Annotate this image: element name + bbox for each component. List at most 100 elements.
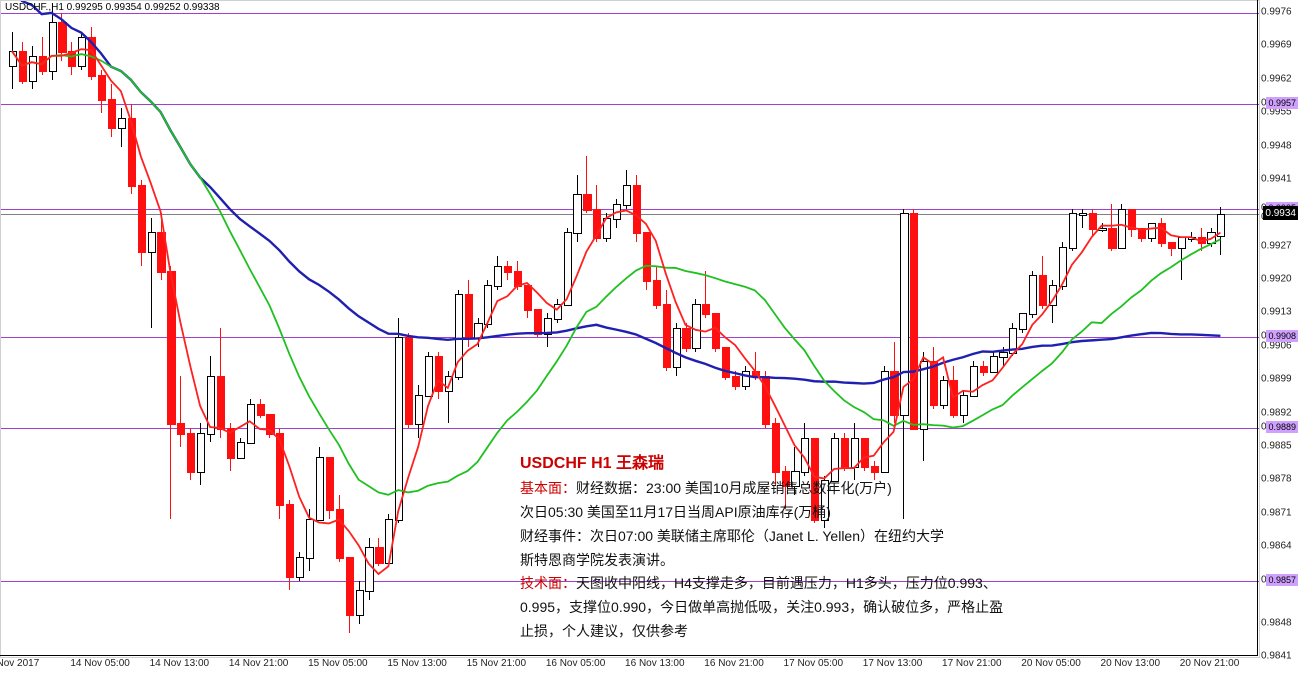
- price-level-line[interactable]: [1, 337, 1259, 338]
- candle-body[interactable]: [900, 213, 908, 415]
- candle-body[interactable]: [940, 380, 948, 406]
- candle-body[interactable]: [980, 366, 988, 373]
- candle-body[interactable]: [1178, 237, 1186, 249]
- candle-body[interactable]: [920, 361, 928, 430]
- candle-body[interactable]: [682, 328, 690, 349]
- candle-body[interactable]: [1128, 209, 1136, 230]
- candle-body[interactable]: [227, 428, 235, 459]
- candle-body[interactable]: [573, 194, 581, 234]
- candle-body[interactable]: [375, 547, 383, 563]
- candle-body[interactable]: [1029, 275, 1037, 315]
- candle-body[interactable]: [524, 285, 532, 311]
- candle-body[interactable]: [346, 557, 354, 616]
- candle-body[interactable]: [1039, 275, 1047, 306]
- candle-body[interactable]: [1098, 228, 1106, 231]
- candle-body[interactable]: [98, 75, 106, 101]
- candle-body[interactable]: [88, 37, 96, 77]
- candle-body[interactable]: [712, 313, 720, 348]
- candle-body[interactable]: [247, 404, 255, 444]
- candle-body[interactable]: [148, 232, 156, 253]
- candle-body[interactable]: [138, 185, 146, 254]
- candle-body[interactable]: [1079, 213, 1087, 216]
- candle-body[interactable]: [583, 194, 591, 210]
- candle-body[interactable]: [257, 404, 265, 416]
- candle-body[interactable]: [1049, 285, 1057, 306]
- candle-body[interactable]: [1108, 228, 1116, 249]
- candle-body[interactable]: [29, 56, 37, 82]
- candle-body[interactable]: [187, 433, 195, 473]
- candle-body[interactable]: [564, 232, 572, 306]
- candle-body[interactable]: [1118, 209, 1126, 249]
- price-level-line[interactable]: [1, 13, 1259, 14]
- candle-body[interactable]: [910, 213, 918, 430]
- candle-body[interactable]: [1009, 328, 1017, 354]
- candle-body[interactable]: [494, 266, 502, 287]
- candle-body[interactable]: [1158, 223, 1166, 244]
- candle-body[interactable]: [484, 285, 492, 325]
- candle-body[interactable]: [643, 232, 651, 282]
- candle-body[interactable]: [157, 232, 165, 272]
- candle-body[interactable]: [276, 433, 284, 507]
- candle-body[interactable]: [722, 347, 730, 378]
- candle-body[interactable]: [1188, 237, 1196, 240]
- candle-body[interactable]: [990, 356, 998, 372]
- candle-body[interactable]: [1148, 223, 1156, 239]
- candle-body[interactable]: [623, 185, 631, 206]
- candle-body[interactable]: [1019, 313, 1027, 329]
- candle-body[interactable]: [118, 118, 126, 130]
- candle-body[interactable]: [950, 380, 958, 415]
- candle-body[interactable]: [1059, 247, 1067, 287]
- candle-body[interactable]: [732, 376, 740, 388]
- candle-body[interactable]: [266, 414, 274, 435]
- candle-body[interactable]: [167, 271, 175, 426]
- candle-body[interactable]: [1198, 237, 1206, 244]
- candle-body[interactable]: [673, 328, 681, 368]
- candle-body[interactable]: [68, 51, 76, 67]
- candle-body[interactable]: [78, 37, 86, 68]
- price-level-line[interactable]: [1, 104, 1259, 105]
- candle-body[interactable]: [455, 294, 463, 377]
- candle-body[interactable]: [603, 218, 611, 239]
- candle-body[interactable]: [395, 337, 403, 520]
- candle-body[interactable]: [19, 51, 27, 82]
- candle-body[interactable]: [9, 51, 17, 67]
- candle-body[interactable]: [663, 304, 671, 368]
- candle-body[interactable]: [365, 547, 373, 592]
- candle-body[interactable]: [514, 271, 522, 287]
- candle-body[interactable]: [435, 356, 443, 391]
- candle-body[interactable]: [39, 56, 47, 72]
- candle-body[interactable]: [613, 204, 621, 220]
- candle-body[interactable]: [890, 371, 898, 416]
- candle-body[interactable]: [474, 323, 482, 339]
- candle-body[interactable]: [742, 371, 750, 387]
- candle-body[interactable]: [1069, 213, 1077, 248]
- candle-body[interactable]: [1168, 242, 1176, 249]
- candle-body[interactable]: [306, 519, 314, 559]
- candle-body[interactable]: [692, 304, 700, 349]
- candle-body[interactable]: [128, 118, 136, 187]
- candle-body[interactable]: [316, 457, 324, 521]
- candle-body[interactable]: [999, 352, 1007, 359]
- candle-body[interactable]: [1138, 228, 1146, 240]
- candle-body[interactable]: [544, 318, 552, 334]
- candle-body[interactable]: [385, 519, 393, 564]
- candle-body[interactable]: [405, 337, 413, 425]
- candle-body[interactable]: [445, 376, 453, 392]
- candle-body[interactable]: [930, 361, 938, 406]
- candle-body[interactable]: [1207, 232, 1215, 244]
- candle-body[interactable]: [653, 280, 661, 306]
- candle-body[interactable]: [286, 504, 294, 578]
- candle-body[interactable]: [762, 376, 770, 426]
- candle-body[interactable]: [593, 209, 601, 240]
- candle-body[interactable]: [425, 356, 433, 396]
- candle-body[interactable]: [415, 395, 423, 426]
- candle-body[interactable]: [960, 395, 968, 416]
- candle-body[interactable]: [237, 442, 245, 458]
- candle-body[interactable]: [197, 433, 205, 473]
- candle-body[interactable]: [554, 304, 562, 320]
- candle-body[interactable]: [465, 294, 473, 339]
- candle-body[interactable]: [326, 457, 334, 511]
- candle-body[interactable]: [177, 423, 185, 435]
- candle-body[interactable]: [356, 590, 364, 616]
- candle-body[interactable]: [504, 266, 512, 273]
